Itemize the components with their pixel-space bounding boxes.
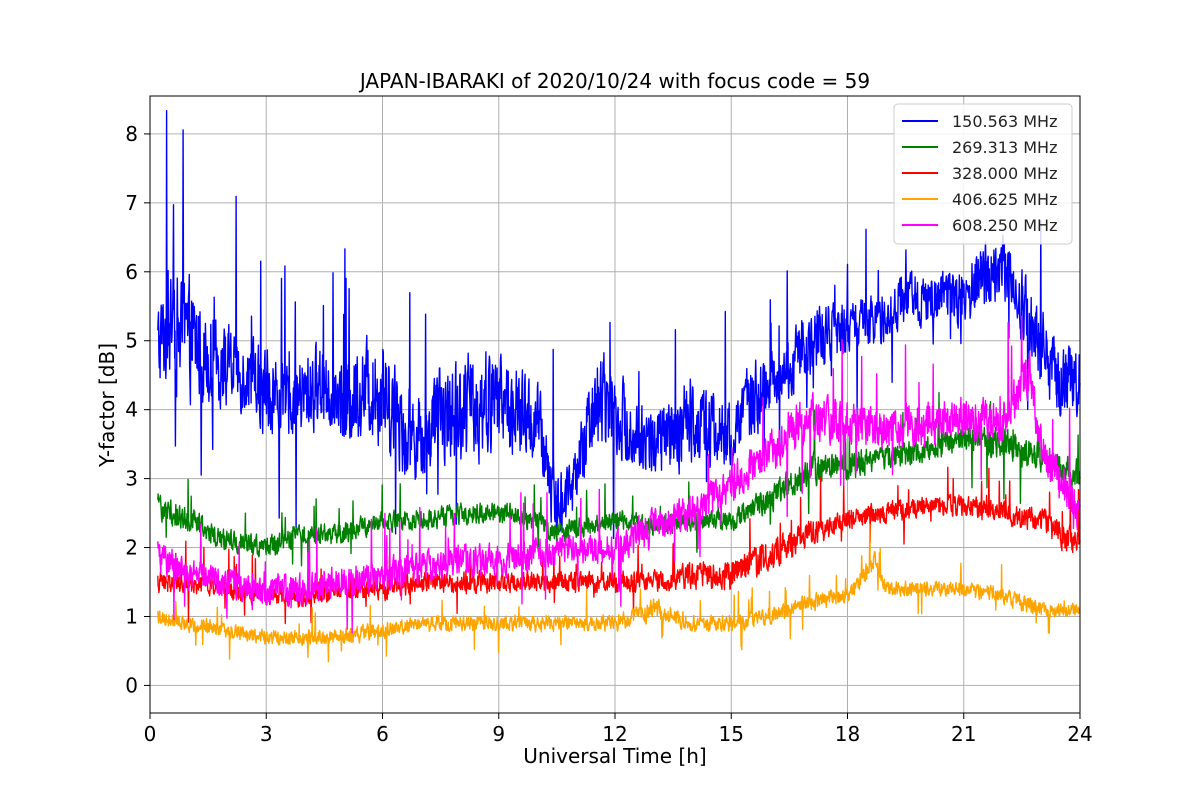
chart-title: JAPAN-IBARAKI of 2020/10/24 with focus c… — [358, 69, 870, 93]
legend-entry: 406.625 MHz — [952, 190, 1057, 209]
legend-entry: 150.563 MHz — [952, 112, 1057, 131]
y-tick-label: 3 — [125, 467, 138, 491]
y-tick-label: 6 — [125, 260, 138, 284]
series-line-2 — [157, 392, 1081, 567]
y-tick-label: 4 — [125, 398, 138, 422]
y-tick-label: 8 — [125, 122, 138, 146]
y-tick-label: 7 — [125, 191, 138, 215]
series-line-4 — [157, 524, 1081, 663]
x-tick-label: 15 — [719, 722, 744, 746]
x-tick-label: 18 — [835, 722, 860, 746]
legend: 150.563 MHz 269.313 MHz 328.000 MHz 406.625… — [893, 103, 1073, 245]
y-axis-label: Y-factor [dB] — [95, 343, 119, 468]
x-tick-label: 0 — [144, 722, 157, 746]
legend-entry: 608.250 MHz — [952, 216, 1057, 235]
series-line-1 — [157, 110, 1081, 540]
x-axis: 0 3 6 9 12 15 18 21 24 — [144, 713, 1093, 746]
x-axis-label: Universal Time [h] — [523, 744, 706, 768]
y-tick-label: 2 — [125, 536, 138, 560]
x-tick-label: 24 — [1067, 722, 1092, 746]
legend-box — [893, 103, 1073, 245]
x-tick-label: 6 — [376, 722, 389, 746]
y-axis: 0 1 2 3 4 5 6 7 8 — [125, 122, 150, 697]
y-tick-label: 0 — [125, 673, 138, 697]
x-tick-label: 12 — [602, 722, 627, 746]
series-lines — [157, 110, 1081, 663]
series-line-5 — [157, 315, 1081, 634]
x-tick-label: 3 — [260, 722, 273, 746]
x-tick-label: 21 — [951, 722, 976, 746]
y-tick-label: 1 — [125, 604, 138, 628]
legend-entry: 269.313 MHz — [952, 138, 1057, 157]
x-tick-label: 9 — [492, 722, 505, 746]
legend-entry: 328.000 MHz — [952, 164, 1057, 183]
y-tick-label: 5 — [125, 329, 138, 353]
